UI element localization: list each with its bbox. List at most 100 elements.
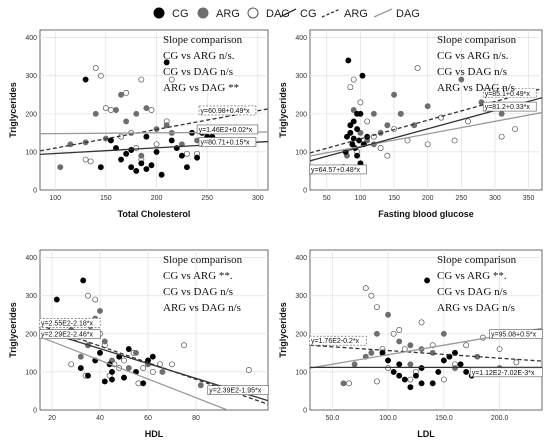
comparison-line: ARG vs DAG n/s — [437, 82, 515, 94]
point-dag — [512, 126, 519, 132]
point-dag — [401, 346, 408, 352]
fit-equation-dag: y=95.08+0.5*x — [491, 332, 537, 339]
point-cg — [379, 349, 386, 356]
point-cg — [354, 110, 361, 117]
point-dag — [396, 327, 403, 333]
point-dag — [87, 158, 94, 165]
point-cg — [359, 72, 366, 79]
x-tick-label: 40 — [96, 415, 104, 422]
point-cg — [463, 368, 470, 375]
point-dag — [350, 76, 357, 83]
point-cg — [354, 152, 361, 159]
legend-marker-cg — [153, 7, 165, 19]
y-axis-label: Triglycerides — [278, 82, 288, 138]
point-cg — [109, 376, 115, 383]
point-dag — [148, 107, 155, 113]
panel-tc: 0 100 200 300 400 100 150 200 250 300 Total Choles… — [8, 29, 269, 219]
point-arg — [458, 76, 465, 83]
point-arg — [429, 349, 436, 356]
y-tick-label: 0 — [303, 408, 307, 415]
point-dag — [92, 296, 99, 303]
comparison-line: ARG vs DAG ** — [163, 82, 239, 94]
fit-equation-box-dag — [39, 329, 101, 340]
y-tick-label: 200 — [295, 111, 307, 118]
point-dag — [169, 361, 175, 368]
y-axis-label: Triglycerides — [278, 302, 288, 358]
y-tick-label: 400 — [25, 255, 37, 262]
point-dag — [364, 118, 371, 125]
point-cg — [148, 162, 155, 169]
point-arg — [197, 382, 204, 389]
comparison-line: ARG vs DAG n/s — [437, 302, 515, 314]
point-cg — [390, 368, 397, 375]
point-dag — [414, 65, 421, 72]
point-dag — [373, 304, 380, 311]
legend-fit-label-dag: DAG — [396, 8, 420, 20]
point-dag — [347, 84, 354, 91]
comparison-title: Slope comparison — [163, 34, 243, 46]
point-arg — [396, 338, 403, 345]
y-tick-label: 100 — [295, 369, 307, 376]
point-cg — [140, 380, 147, 387]
point-arg — [391, 91, 398, 98]
legend-fit-label-arg: ARG — [344, 8, 368, 20]
y-tick-label: 400 — [295, 35, 307, 42]
x-tick-label: 60 — [144, 415, 152, 422]
y-tick-label: 100 — [25, 369, 37, 376]
y-axis-label: Triglycerides — [8, 302, 18, 358]
point-cg — [82, 76, 89, 83]
fit-equation-box-arg — [482, 88, 537, 99]
fit-equation-box-dag — [196, 124, 259, 135]
point-cg — [80, 277, 87, 284]
point-arg — [138, 152, 145, 159]
x-tick-label: 100 — [49, 195, 61, 202]
fit-equation-cg: y=80.71+0.15*x — [201, 140, 251, 147]
fit-equation-box-dag — [482, 101, 537, 112]
point-cg — [133, 168, 140, 174]
point-dag — [385, 365, 392, 372]
fit-equation-box-dag — [489, 329, 543, 340]
point-dag — [390, 330, 397, 337]
point-arg — [424, 103, 431, 110]
fit-equation-arg: y=2.55E2-2.18*x — [41, 320, 93, 327]
point-cg — [53, 296, 60, 303]
point-dag — [121, 357, 127, 364]
legend-marker-dag — [247, 7, 259, 19]
fit-line-arg — [310, 87, 542, 154]
fit-equation-box-cg — [469, 367, 543, 378]
point-cg — [418, 380, 425, 387]
x-tick-label: 20 — [48, 415, 56, 422]
x-tick-label: 300 — [252, 195, 264, 202]
point-cg — [109, 368, 115, 375]
x-tick-label: 50 — [323, 195, 331, 202]
comparison-line: ARG vs DAG n/s — [163, 302, 241, 314]
point-dag — [181, 342, 187, 349]
x-axis-label: HDL — [145, 429, 164, 439]
point-arg — [113, 107, 119, 113]
point-dag — [135, 380, 142, 387]
point-dag — [85, 292, 91, 299]
point-cg — [97, 164, 104, 171]
comparison-line: CG vs DAG n/s — [437, 66, 507, 78]
fit-line-dag — [310, 111, 542, 157]
point-cg — [153, 148, 160, 155]
fit-equation-box-cg — [198, 137, 257, 147]
point-cg — [168, 137, 175, 144]
comparison-title: Slope comparison — [163, 254, 243, 266]
point-dag — [149, 368, 156, 375]
point-cg — [143, 133, 150, 140]
point-arg — [350, 107, 357, 113]
point-dag — [373, 378, 380, 385]
point-dag — [107, 107, 114, 113]
point-dag — [82, 156, 89, 163]
point-dag — [123, 89, 130, 96]
fit-equation-cg: y=1.12E2-7.02E-3*x — [472, 370, 535, 377]
y-tick-label: 0 — [303, 188, 307, 195]
x-axis-label: Total Cholesterol — [118, 209, 191, 219]
y-tick-label: 300 — [25, 293, 37, 300]
y-tick-label: 0 — [33, 188, 37, 195]
x-tick-label: 300 — [489, 195, 501, 202]
point-arg — [97, 308, 103, 314]
point-dag — [424, 141, 431, 148]
